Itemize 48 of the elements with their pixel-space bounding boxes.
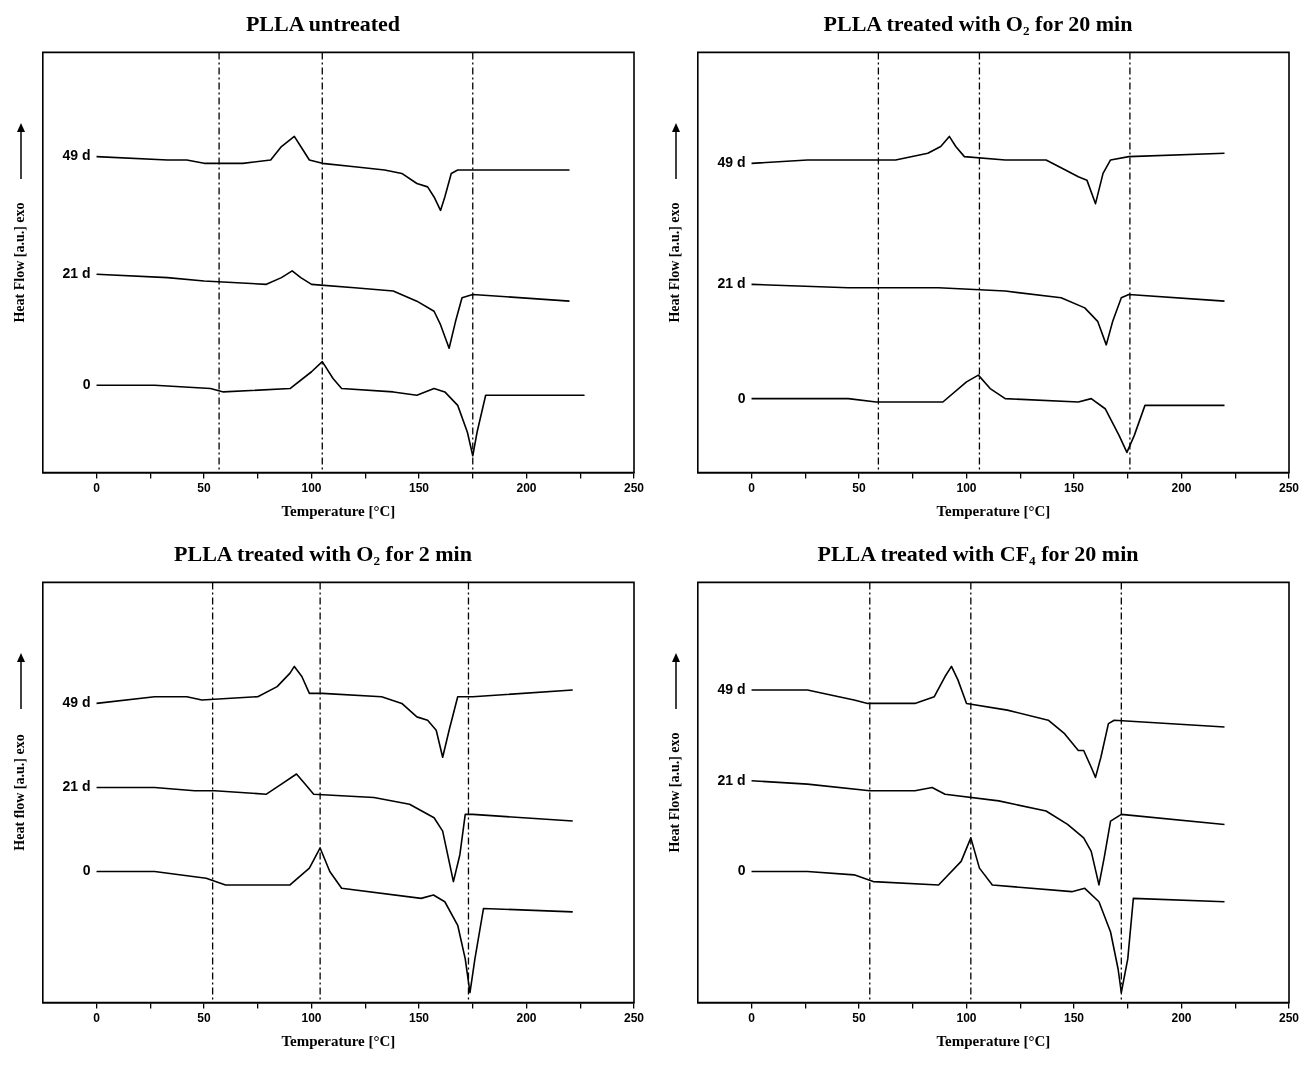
series-label: 0 [82, 376, 91, 393]
x-tick-label: 50 [197, 481, 212, 496]
x-tick-label: 200 [516, 481, 537, 496]
series-label: 21 d [717, 275, 746, 292]
x-tick-label: 250 [1278, 481, 1300, 496]
x-tick-label: 50 [197, 1011, 212, 1026]
x-axis-title: Temperature [°C] [936, 502, 1051, 519]
x-tick-label: 200 [1171, 481, 1192, 496]
series-label: 0 [737, 389, 746, 406]
y-axis-title: Heat Flow [a.u.] exo [667, 202, 683, 323]
x-tick-label: 150 [409, 1011, 430, 1026]
y-axis-title: Heat flow [a.u.] exo [12, 734, 28, 851]
x-tick-label: 100 [956, 481, 977, 496]
series-label: 21 d [62, 778, 91, 795]
x-tick-label: 100 [301, 1011, 322, 1026]
x-tick-label: 0 [748, 481, 756, 496]
x-tick-label: 150 [409, 481, 430, 496]
series-label: 49 d [62, 694, 91, 711]
x-tick-label: 100 [956, 1011, 977, 1026]
x-tick-label: 200 [516, 1011, 537, 1026]
x-tick-label: 250 [623, 481, 645, 496]
series-label: 0 [737, 862, 746, 879]
y-axis-title: Heat Flow [a.u.] exo [667, 732, 683, 853]
chart-title: PLLA treated with O₂ for 20 min [823, 10, 1133, 36]
x-tick-label: 0 [93, 1011, 101, 1026]
series-label: 21 d [62, 265, 91, 282]
x-tick-label: 250 [1278, 1011, 1300, 1026]
y-axis-title: Heat Flow [a.u.] exo [12, 202, 28, 323]
series-label: 0 [82, 862, 91, 879]
x-tick-label: 250 [623, 1011, 645, 1026]
x-tick-label: 150 [1064, 481, 1085, 496]
x-tick-label: 200 [1171, 1011, 1192, 1026]
x-tick-label: 0 [748, 1011, 756, 1026]
x-axis-title: Temperature [°C] [281, 1032, 396, 1049]
x-tick-label: 50 [852, 481, 867, 496]
chart-title: PLLA treated with O₂ for 2 min [174, 540, 472, 566]
chart-title: PLLA treated with CF₄ for 20 min [817, 540, 1139, 566]
series-label: 49 d [717, 680, 746, 697]
x-tick-label: 150 [1064, 1011, 1085, 1026]
series-label: 49 d [717, 154, 746, 171]
series-label: 49 d [62, 147, 91, 164]
x-tick-label: 50 [852, 1011, 867, 1026]
x-tick-label: 0 [93, 481, 101, 496]
series-label: 21 d [717, 771, 746, 788]
x-tick-label: 100 [301, 481, 322, 496]
x-axis-title: Temperature [°C] [936, 1032, 1051, 1049]
x-axis-title: Temperature [°C] [281, 502, 396, 519]
chart-title: PLLA untreated [245, 10, 401, 36]
